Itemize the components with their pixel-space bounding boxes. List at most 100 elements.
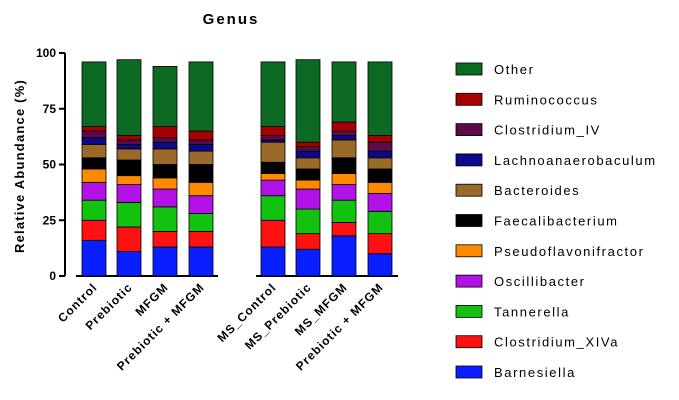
bar-segment [188,164,214,183]
bar-segment [295,146,321,152]
legend-swatch [455,214,483,227]
legend-item: Barnesiella [455,365,576,380]
bar-segment [116,184,142,203]
legend-item: Faecalibacterium [455,214,619,229]
legend-item: Other [455,62,535,77]
bar-segment [367,193,393,212]
bar-segment [152,126,178,139]
bar-segment [260,141,286,163]
chart-title: Genus [203,11,260,28]
x-tick-label: MS_Control [215,280,280,345]
bar-segment [116,202,142,228]
bar-segment [188,61,214,132]
bar-segment [116,159,142,177]
bar-segment [260,61,286,127]
legend-swatch [455,274,483,288]
bar-segment [188,139,214,145]
y-tick-label: 100 [36,46,56,60]
bar-segment [331,135,357,141]
bar-segment [152,246,178,277]
bar-segment [331,173,357,185]
legend-item: Pseudoflavonifractor [455,244,645,259]
bar-segment [295,150,321,159]
legend-label: Other [494,62,535,77]
bar-segment [367,157,393,170]
bar-segment [367,168,393,183]
bar-segment [116,59,142,136]
bar-stack [81,61,107,277]
bar-segment [331,61,357,123]
bar-segment [81,199,107,221]
bar-segment [116,175,142,185]
bar-segment [331,157,357,174]
bar-segment [331,235,357,277]
legend-item: Tannerella [455,304,570,319]
bar-segment [188,130,214,141]
legend-item: Ruminococcus [455,92,597,107]
bar-segment [260,246,286,277]
bar-segment [367,253,393,277]
bar-segment [331,199,357,223]
bar-segment [331,130,357,136]
legend-label: Lachnoanaerobaculum [494,153,657,168]
legend-label: Barnesiella [494,365,576,380]
legend: Other Ruminococcus Clostridium_IV Lachnoana… [455,62,657,380]
bar-segment [81,219,107,241]
legend-swatch [455,123,483,136]
bar-segment [295,141,321,148]
legend-swatch [455,92,483,106]
bar-segment [81,61,107,127]
legend-swatch [455,62,483,76]
bar-segment [152,141,178,150]
bar-segment [260,161,286,174]
bar-segment [81,144,107,159]
bar-segment [295,233,321,250]
bar-segment [116,139,142,145]
bar-segment [188,150,214,165]
bar-segment [81,181,107,201]
y-axis-label: Relative Abundance (%) [12,79,27,253]
bar-stack [260,61,286,277]
bar-segment [188,181,214,197]
bar-segment [260,173,286,181]
bar-segment [81,130,107,139]
legend-label: Clostridium_IV [494,123,601,138]
bar-segment [295,168,321,181]
legend-item: Clostridium_XIVa [455,335,619,350]
y-tick-label: 0 [49,269,56,283]
legend-label: Pseudoflavonifractor [494,244,645,259]
bar-segment [295,59,321,143]
bar-segment [367,135,393,143]
bar-segment [152,65,178,127]
bar-segment [295,188,321,210]
legend-label: Tannerella [494,304,570,319]
legend-label: Faecalibacterium [494,214,619,229]
bar-segment [81,126,107,132]
bar-segment [152,177,178,190]
bar-segment [188,195,214,214]
bar-stack [116,59,142,277]
legend-swatch [455,183,483,197]
bar-stacks [81,59,393,277]
bar-segment [188,230,214,248]
legend-swatch [455,153,483,167]
bar-segment [331,121,357,132]
y-tick-label: 75 [43,102,57,116]
bar-segment [152,137,178,143]
legend-swatch [455,365,483,379]
y-axis: 0 25 50 75 100 [36,46,66,283]
bar-segment [152,164,178,179]
bar-segment [260,179,286,197]
bar-segment [367,181,393,194]
bar-segment [188,246,214,277]
bar-stack [367,61,393,277]
bar-segment [260,195,286,221]
legend-label: Clostridium_XIVa [494,335,619,350]
bar-segment [81,137,107,145]
bar-segment [81,239,107,277]
legend-item: Lachnoanaerobaculum [455,153,657,168]
bar-segment [81,168,107,183]
bar-segment [367,210,393,235]
